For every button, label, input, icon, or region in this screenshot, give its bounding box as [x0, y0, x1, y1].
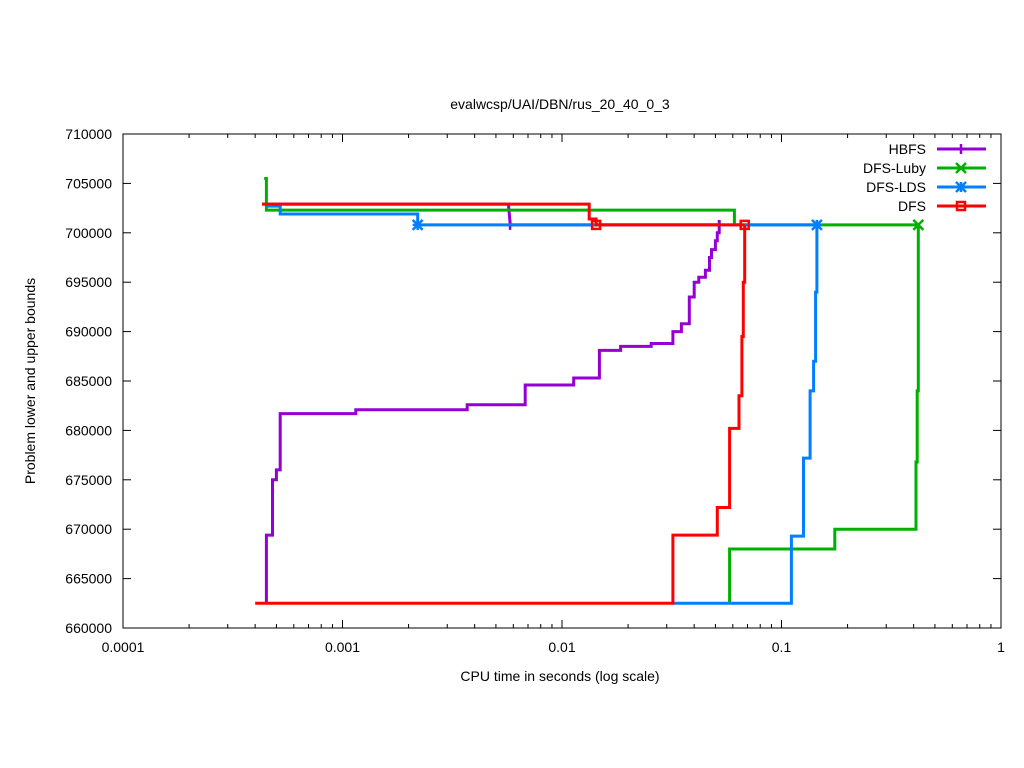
x-axis-label: CPU time in seconds (log scale) — [460, 668, 659, 684]
y-tick-label: 680000 — [65, 422, 112, 438]
legend-marker-dfs-luby — [955, 162, 967, 174]
legend: HBFS DFS-Luby DFS-LDS DFS — [863, 141, 986, 214]
series-dfs-lds-upper-bound — [266, 204, 817, 227]
y-tick-label: 700000 — [65, 225, 112, 241]
y-tick-label: 675000 — [65, 472, 112, 488]
series-hbfs-lower-bound — [264, 220, 721, 604]
y-tick-label: 690000 — [65, 324, 112, 340]
y-tick-label: 710000 — [65, 126, 112, 142]
legend-marker-dfs-lds — [955, 181, 967, 193]
series-dfs-lds-marker — [411, 219, 424, 231]
legend-marker-hbfs — [956, 144, 966, 154]
legend-label-dfs: DFS — [898, 198, 926, 214]
y-axis-label: Problem lower and upper bounds — [22, 278, 38, 484]
series-dfs-marker — [739, 219, 750, 231]
y-tick-label: 665000 — [65, 571, 112, 587]
legend-marker-dfs — [955, 200, 967, 212]
x-tick-label: 0.01 — [548, 639, 575, 655]
series-dfs-upper-bound — [262, 202, 745, 227]
legend-label-hbfs: HBFS — [889, 141, 926, 157]
ticks-layer: 660000 665000 670000 675000 680000 685000 6900… — [65, 126, 1005, 655]
series-layer — [255, 177, 925, 605]
series-dfs-lds-lower-bound — [672, 224, 819, 605]
chart-title: evalwcsp/UAI/DBN/rus_20_40_0_3 — [450, 96, 670, 112]
legend-label-dfs-luby: DFS-Luby — [863, 160, 926, 176]
y-tick-label: 705000 — [65, 175, 112, 191]
x-tick-label: 0.1 — [772, 639, 792, 655]
x-tick-label: 0.0001 — [102, 639, 145, 655]
series-dfs-lds-marker — [811, 219, 823, 231]
x-tick-label: 0.001 — [325, 639, 360, 655]
series-dfs-marker — [590, 219, 602, 231]
series-dfs-luby-marker — [912, 219, 925, 231]
y-tick-label: 685000 — [65, 373, 112, 389]
y-tick-label: 670000 — [65, 521, 112, 537]
plot-frame — [122, 133, 1002, 629]
series-dfs-luby-lower-bound — [728, 224, 920, 604]
x-tick-label: 1 — [997, 639, 1005, 655]
y-tick-label: 695000 — [65, 274, 112, 290]
series-dfs-lower-bound — [255, 224, 747, 605]
legend-label-dfs-lds: DFS-LDS — [866, 179, 926, 195]
y-tick-label: 660000 — [65, 620, 112, 636]
